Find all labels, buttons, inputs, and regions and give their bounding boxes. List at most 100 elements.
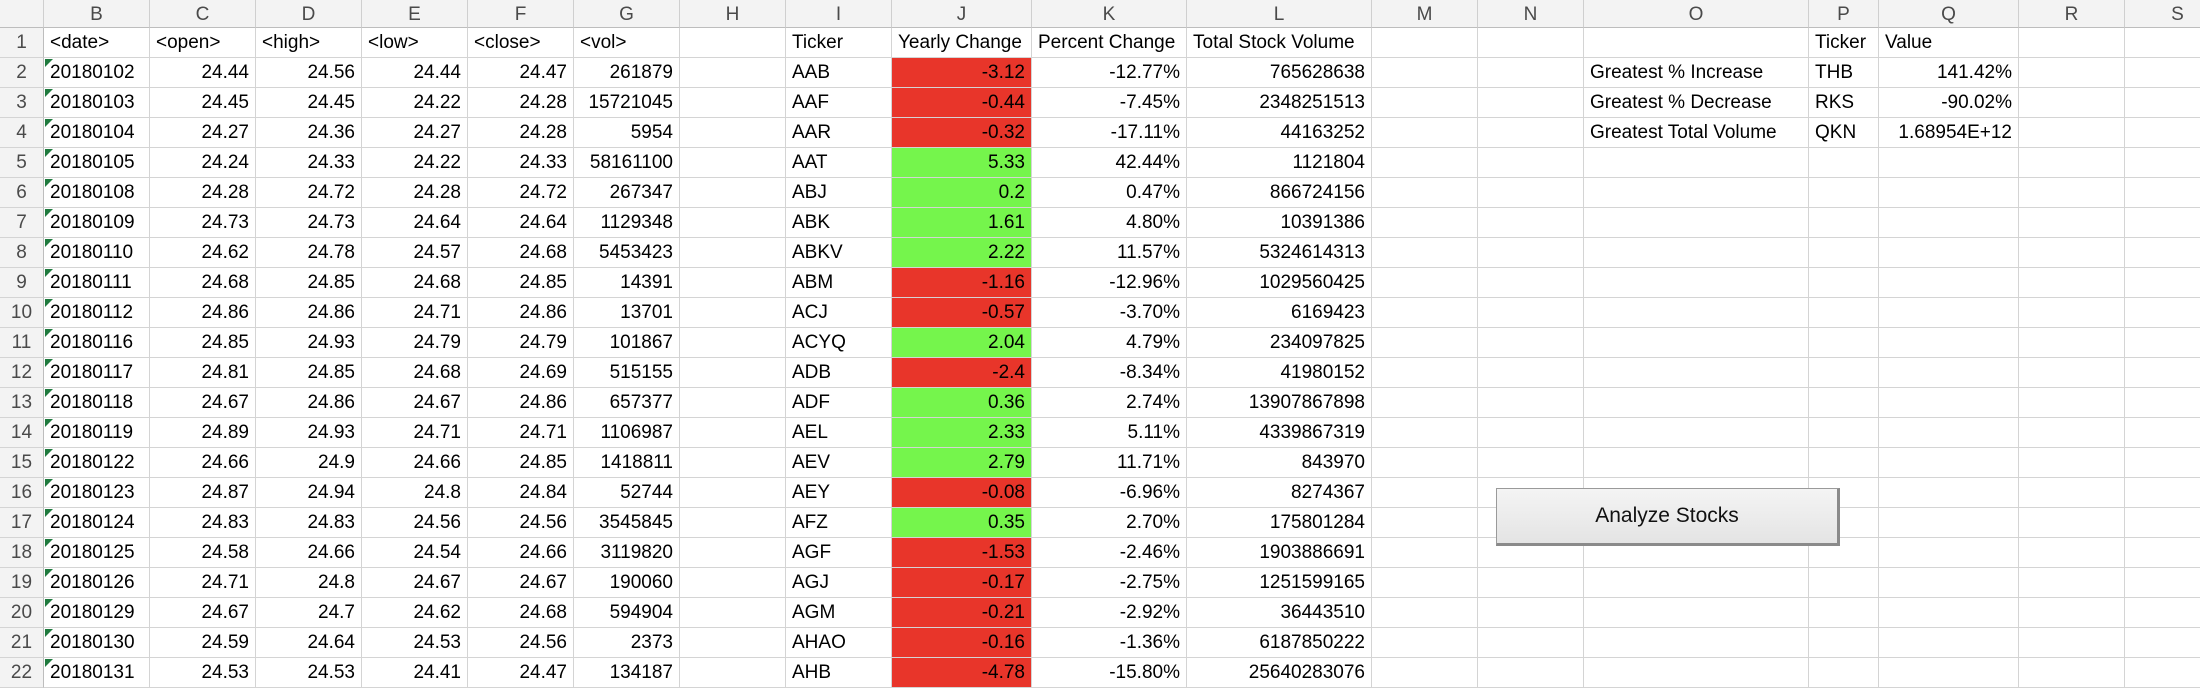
cell-p14[interactable] (1809, 418, 1879, 448)
row-header-10[interactable]: 10 (0, 298, 44, 328)
cell-h21[interactable] (680, 628, 786, 658)
cell-b16[interactable]: 20180123 (44, 478, 150, 508)
cell-e14[interactable]: 24.71 (362, 418, 468, 448)
cell-f6[interactable]: 24.72 (468, 178, 574, 208)
cell-e19[interactable]: 24.67 (362, 568, 468, 598)
cell-s8[interactable] (2125, 238, 2200, 268)
row-header-3[interactable]: 3 (0, 88, 44, 118)
cell-g16[interactable]: 52744 (574, 478, 680, 508)
row-header-13[interactable]: 13 (0, 388, 44, 418)
cell-r14[interactable] (2019, 418, 2125, 448)
cell-g7[interactable]: 1129348 (574, 208, 680, 238)
cell-s4[interactable] (2125, 118, 2200, 148)
cell-c13[interactable]: 24.67 (150, 388, 256, 418)
cell-l16[interactable]: 8274367 (1187, 478, 1372, 508)
cell-i10[interactable]: ACJ (786, 298, 892, 328)
cell-i4[interactable]: AAR (786, 118, 892, 148)
cell-k2[interactable]: -12.77% (1032, 58, 1187, 88)
row-header-9[interactable]: 9 (0, 268, 44, 298)
cell-h4[interactable] (680, 118, 786, 148)
cell-g6[interactable]: 267347 (574, 178, 680, 208)
cell-p18[interactable] (1809, 538, 1879, 568)
cell-f8[interactable]: 24.68 (468, 238, 574, 268)
column-header-k[interactable]: K (1032, 0, 1187, 28)
cell-s21[interactable] (2125, 628, 2200, 658)
cell-i19[interactable]: AGJ (786, 568, 892, 598)
cell-s22[interactable] (2125, 658, 2200, 688)
cell-r8[interactable] (2019, 238, 2125, 268)
cell-g22[interactable]: 134187 (574, 658, 680, 688)
cell-m7[interactable] (1372, 208, 1478, 238)
cell-o2[interactable]: Greatest % Increase (1584, 58, 1809, 88)
cell-d16[interactable]: 24.94 (256, 478, 362, 508)
cell-q14[interactable] (1879, 418, 2019, 448)
cell-q5[interactable] (1879, 148, 2019, 178)
cell-c1[interactable]: <open> (150, 28, 256, 58)
cell-s18[interactable] (2125, 538, 2200, 568)
cell-j18[interactable]: -1.53 (892, 538, 1032, 568)
cell-h2[interactable] (680, 58, 786, 88)
cell-n1[interactable] (1478, 28, 1584, 58)
cell-s2[interactable] (2125, 58, 2200, 88)
cell-i2[interactable]: AAB (786, 58, 892, 88)
cell-l2[interactable]: 765628638 (1187, 58, 1372, 88)
cell-k3[interactable]: -7.45% (1032, 88, 1187, 118)
cell-p9[interactable] (1809, 268, 1879, 298)
row-header-14[interactable]: 14 (0, 418, 44, 448)
cell-b18[interactable]: 20180125 (44, 538, 150, 568)
cell-e6[interactable]: 24.28 (362, 178, 468, 208)
cell-r1[interactable] (2019, 28, 2125, 58)
cell-d3[interactable]: 24.45 (256, 88, 362, 118)
cell-d5[interactable]: 24.33 (256, 148, 362, 178)
cell-o4[interactable]: Greatest Total Volume (1584, 118, 1809, 148)
cell-m20[interactable] (1372, 598, 1478, 628)
cell-b22[interactable]: 20180131 (44, 658, 150, 688)
cell-g3[interactable]: 15721045 (574, 88, 680, 118)
cell-j2[interactable]: -3.12 (892, 58, 1032, 88)
cell-s16[interactable] (2125, 478, 2200, 508)
cell-h14[interactable] (680, 418, 786, 448)
cell-f16[interactable]: 24.84 (468, 478, 574, 508)
cell-c4[interactable]: 24.27 (150, 118, 256, 148)
cell-j10[interactable]: -0.57 (892, 298, 1032, 328)
cell-g17[interactable]: 3545845 (574, 508, 680, 538)
cell-r22[interactable] (2019, 658, 2125, 688)
cell-m16[interactable] (1372, 478, 1478, 508)
cell-p3[interactable]: RKS (1809, 88, 1879, 118)
row-header-17[interactable]: 17 (0, 508, 44, 538)
cell-q12[interactable] (1879, 358, 2019, 388)
cell-b19[interactable]: 20180126 (44, 568, 150, 598)
cell-l18[interactable]: 1903886691 (1187, 538, 1372, 568)
cell-e10[interactable]: 24.71 (362, 298, 468, 328)
cell-p19[interactable] (1809, 568, 1879, 598)
analyze-stocks-button[interactable]: Analyze Stocks (1496, 488, 1840, 546)
cell-c11[interactable]: 24.85 (150, 328, 256, 358)
cell-o21[interactable] (1584, 628, 1809, 658)
cell-e3[interactable]: 24.22 (362, 88, 468, 118)
cell-p13[interactable] (1809, 388, 1879, 418)
cell-h8[interactable] (680, 238, 786, 268)
cell-k12[interactable]: -8.34% (1032, 358, 1187, 388)
cell-f13[interactable]: 24.86 (468, 388, 574, 418)
row-header-11[interactable]: 11 (0, 328, 44, 358)
cell-s6[interactable] (2125, 178, 2200, 208)
cell-m14[interactable] (1372, 418, 1478, 448)
cell-q2[interactable]: 141.42% (1879, 58, 2019, 88)
cell-j22[interactable]: -4.78 (892, 658, 1032, 688)
cell-e7[interactable]: 24.64 (362, 208, 468, 238)
cell-j9[interactable]: -1.16 (892, 268, 1032, 298)
cell-n12[interactable] (1478, 358, 1584, 388)
cell-q6[interactable] (1879, 178, 2019, 208)
cell-q17[interactable] (1879, 508, 2019, 538)
cell-m2[interactable] (1372, 58, 1478, 88)
cell-r16[interactable] (2019, 478, 2125, 508)
cell-c8[interactable]: 24.62 (150, 238, 256, 268)
cell-q11[interactable] (1879, 328, 2019, 358)
cell-o5[interactable] (1584, 148, 1809, 178)
cell-b13[interactable]: 20180118 (44, 388, 150, 418)
cell-g10[interactable]: 13701 (574, 298, 680, 328)
cell-o20[interactable] (1584, 598, 1809, 628)
cell-j6[interactable]: 0.2 (892, 178, 1032, 208)
cell-s3[interactable] (2125, 88, 2200, 118)
